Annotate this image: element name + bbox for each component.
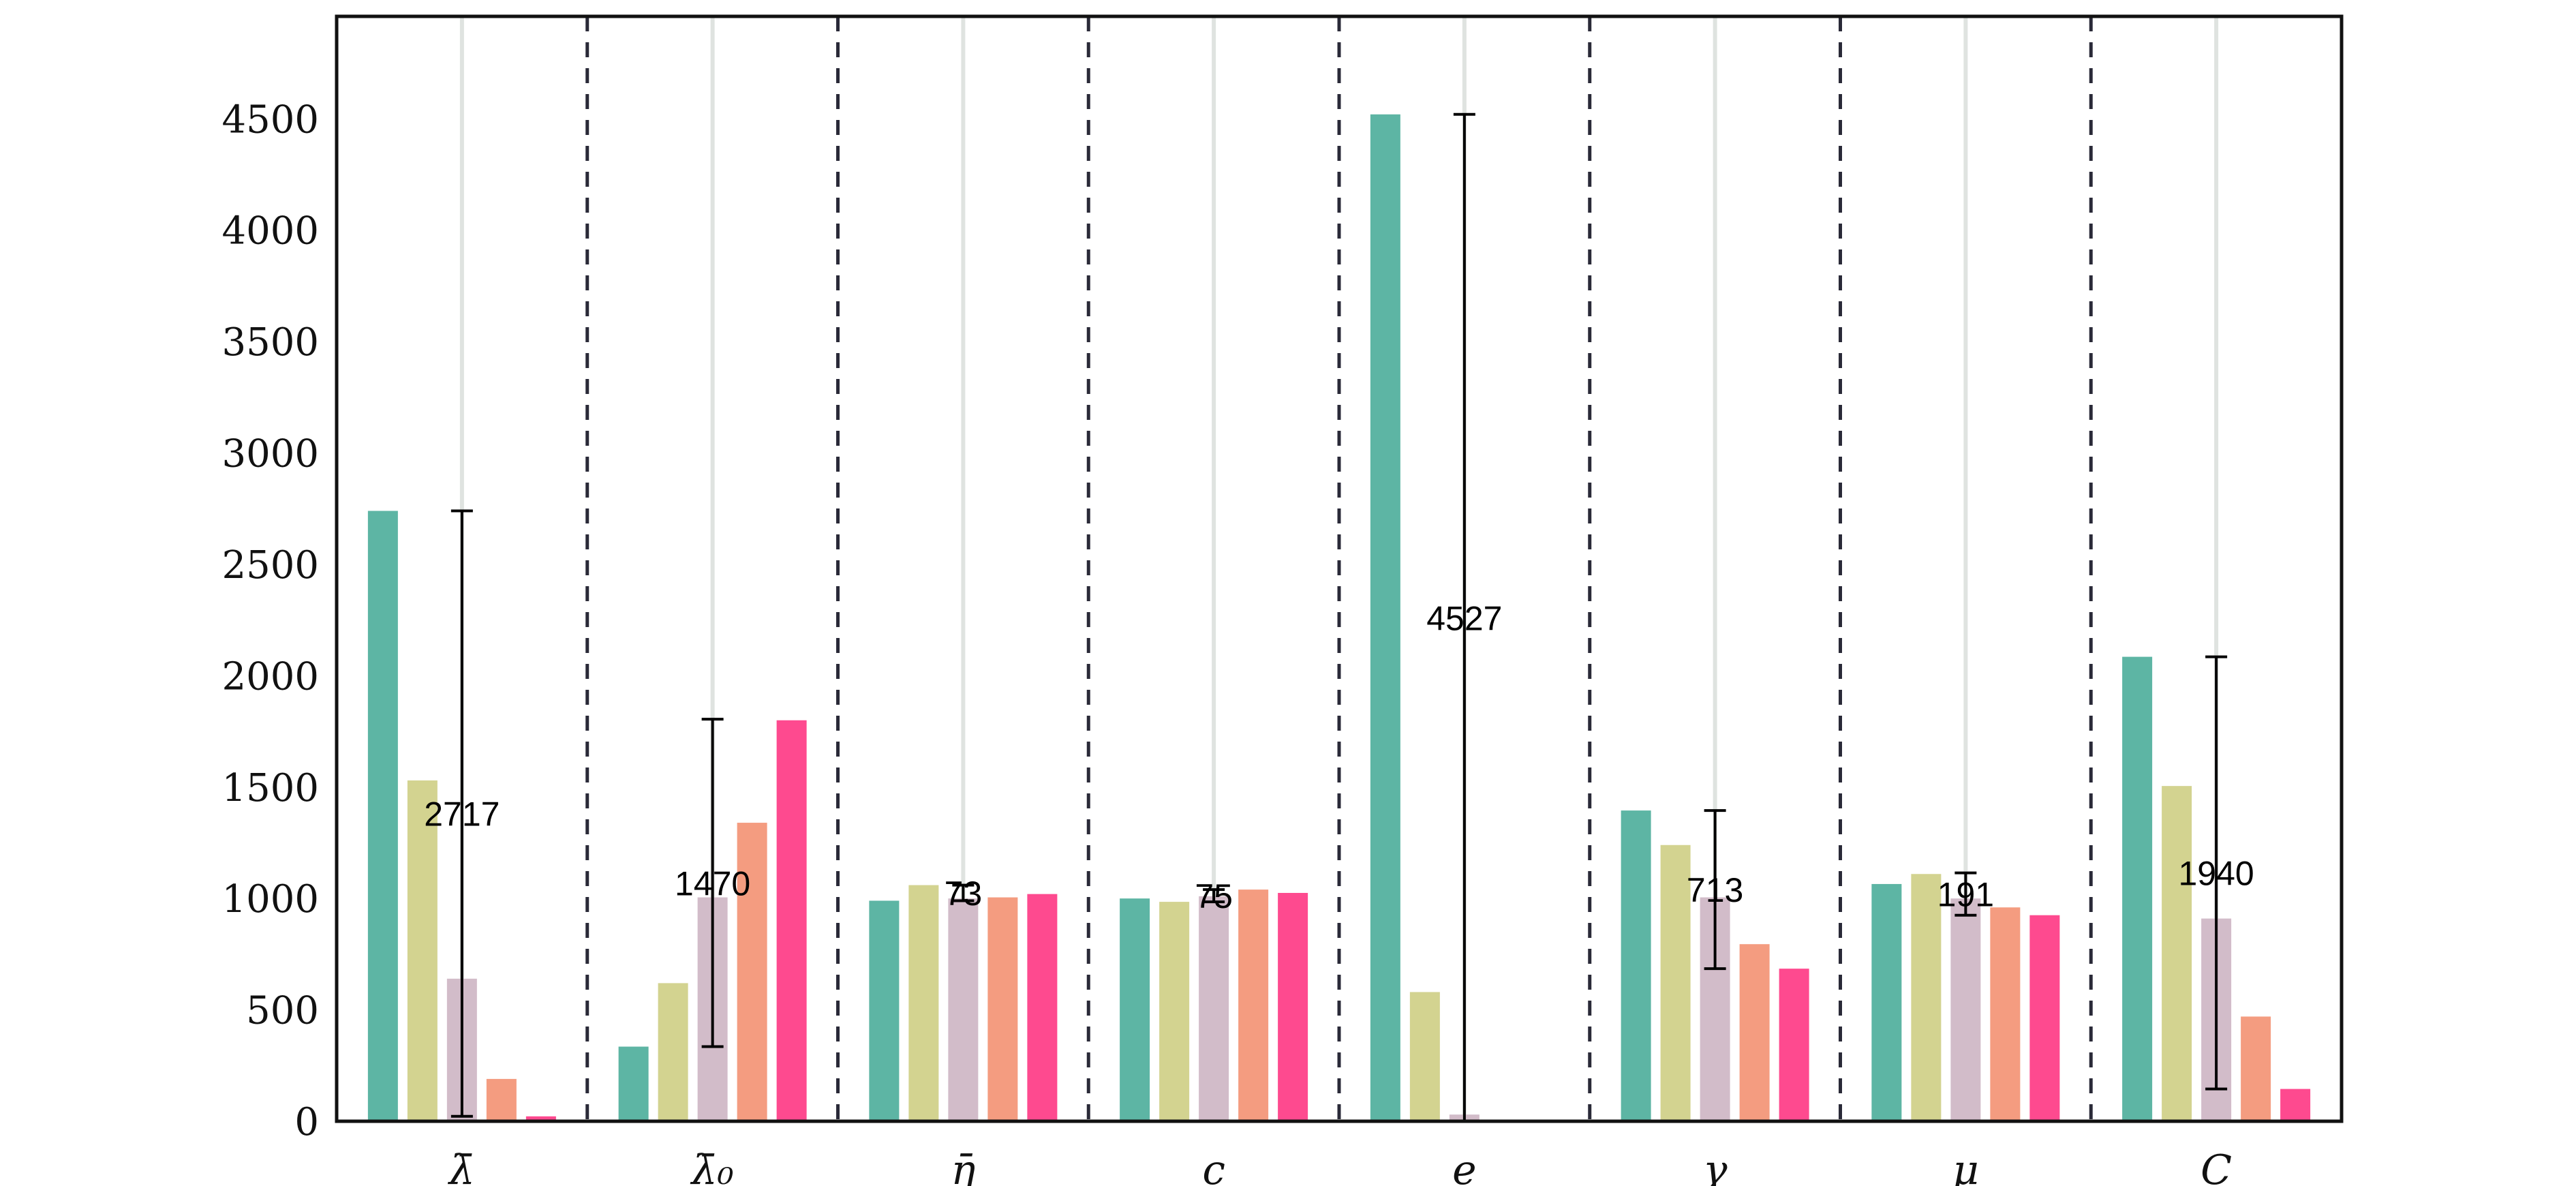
y-tick-label: 3000 [221, 432, 319, 476]
data-label: 1470 [675, 864, 750, 902]
data-label: 75 [1195, 877, 1233, 915]
bar-s1 [869, 900, 900, 1121]
y-tick-label: 4500 [221, 97, 319, 142]
bar-s2 [1660, 845, 1691, 1121]
y-tick-label: 1000 [221, 877, 319, 922]
bar-s1 [1120, 898, 1150, 1121]
bar-s4 [2241, 1016, 2271, 1121]
bar-s3 [1199, 896, 1229, 1121]
bar-s4 [486, 1078, 517, 1121]
y-tick-label: 2500 [221, 543, 319, 588]
bar-s5 [776, 720, 807, 1121]
data-label: 4527 [1426, 599, 1502, 637]
bar-s5 [525, 1116, 556, 1121]
bar-s4 [737, 823, 767, 1121]
x-tick-label: e [1452, 1146, 1477, 1186]
bar-s4 [1238, 889, 1269, 1121]
bar-s1 [1621, 810, 1651, 1121]
plot-frame [335, 14, 2344, 1123]
annotations: 2717 1470 73 75 4527 713 191 1940 [424, 599, 2254, 915]
x-tick-label: C [2201, 1146, 2232, 1186]
y-tick-label: 500 [246, 989, 319, 1033]
bar-s4 [1990, 907, 2021, 1121]
bar-s1 [2122, 656, 2153, 1121]
bar-s4 [987, 897, 1018, 1121]
y-axis-ticks: 0 500 1000 1500 2000 2500 3000 3500 4000 4500 [221, 97, 319, 1144]
y-tick-label: 1500 [221, 766, 319, 810]
bar-s5 [1027, 894, 1058, 1121]
group-separators [585, 16, 2093, 1121]
bar-s1 [1871, 883, 1902, 1121]
data-label: 1940 [2179, 855, 2254, 893]
bar-s2 [1409, 992, 1440, 1121]
bar-s1 [618, 1046, 649, 1121]
y-tick-label: 0 [294, 1100, 319, 1144]
bar-s2 [1159, 902, 1190, 1121]
bar-s5 [1278, 893, 1308, 1121]
bar-s1 [1370, 114, 1400, 1122]
y-tick-label: 2000 [221, 654, 319, 699]
x-tick-label: c [1202, 1146, 1225, 1186]
data-label: 2717 [424, 795, 500, 834]
x-tick-label: γ [1703, 1146, 1728, 1186]
data-label: 73 [945, 875, 983, 913]
data-label: 713 [1687, 871, 1743, 909]
data-label: 191 [1937, 876, 1994, 914]
bar-s5 [2029, 915, 2060, 1121]
bar-s1 [367, 511, 398, 1121]
bar-s2 [658, 983, 688, 1121]
bar-s2 [407, 780, 438, 1121]
x-tick-label: λ̄₀ [690, 1146, 734, 1186]
x-tick-label: μ [1952, 1146, 1979, 1186]
bar-s5 [2280, 1089, 2311, 1121]
bar-s2 [1911, 874, 1942, 1121]
bar-s2 [2162, 786, 2192, 1121]
bar-s3 [948, 898, 979, 1121]
bar-s4 [1739, 944, 1770, 1121]
bar-s5 [1779, 969, 1809, 1121]
x-tick-label: λ̄ [448, 1146, 475, 1186]
bar-s2 [908, 885, 939, 1121]
y-tick-label: 3500 [221, 320, 319, 365]
y-tick-label: 4000 [221, 209, 319, 254]
bar-s3 [1950, 898, 1981, 1121]
x-axis-ticks: λ̄ λ̄₀ η̄ c e γ μ C [448, 1146, 2232, 1186]
x-tick-label: η̄ [951, 1146, 975, 1186]
